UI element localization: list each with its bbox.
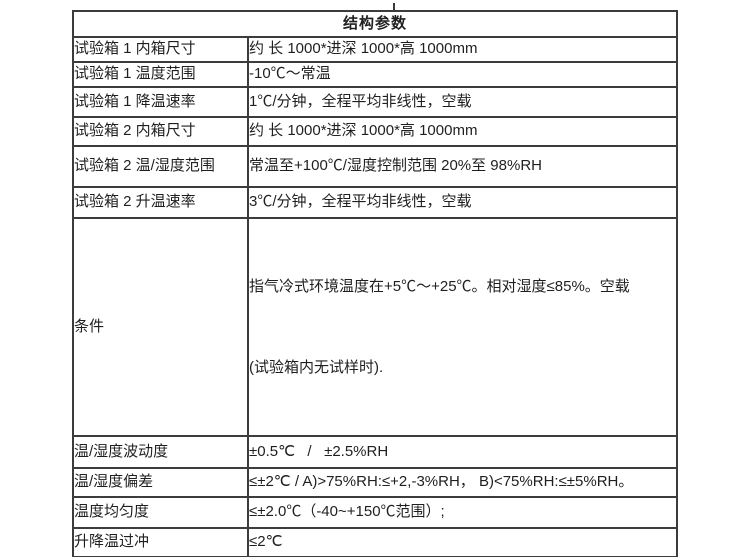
stray-mark xyxy=(393,3,395,12)
spec-label: 试验箱 2 温/湿度范围 xyxy=(72,145,249,188)
spec-label: 试验箱 1 温度范围 xyxy=(72,61,249,88)
spec-label: 试验箱 1 降温速率 xyxy=(72,86,249,118)
spec-value-line1: 指气冷式环境温度在+5℃～+25℃。相对湿度≤85%。空载 xyxy=(249,278,630,295)
spec-value: 1℃/分钟，全程平均非线性，空载 xyxy=(246,86,679,118)
spec-label: 条件 xyxy=(72,217,249,437)
spec-value: ≤2℃ xyxy=(246,527,679,557)
spec-label: 试验箱 2 内箱尺寸 xyxy=(72,116,249,147)
table-row: 试验箱 2 升温速率 3℃/分钟，全程平均非线性，空载 xyxy=(72,186,679,219)
table-row: 升降温过冲 ≤2℃ xyxy=(72,527,679,557)
spec-label: 试验箱 1 内箱尺寸 xyxy=(72,36,249,63)
spec-value: 约 长 1000*进深 1000*高 1000mm xyxy=(246,116,679,147)
spec-label: 试验箱 2 升温速率 xyxy=(72,186,249,219)
table-row: 试验箱 1 温度范围 -10℃～常温 xyxy=(72,61,679,88)
spec-value: 常温至+100℃/湿度控制范围 20%至 98%RH xyxy=(246,145,679,188)
spec-value: -10℃～常温 xyxy=(246,61,679,88)
table-row: 条件 指气冷式环境温度在+5℃～+25℃。相对湿度≤85%。空载 (试验箱内无试… xyxy=(72,217,679,437)
table-row: 试验箱 1 降温速率 1℃/分钟，全程平均非线性，空载 xyxy=(72,86,679,118)
spec-value: ±0.5℃ / ±2.5%RH xyxy=(246,435,679,469)
table-row: 温/湿度偏差 ≤±2℃ / A)>75%RH:≤+2,-3%RH， B)<75%… xyxy=(72,467,679,498)
spec-label: 温度均匀度 xyxy=(72,496,249,529)
table-row: 温/湿度波动度 ±0.5℃ / ±2.5%RH xyxy=(72,435,679,469)
spec-value-line2: (试验箱内无试样时). xyxy=(249,359,384,376)
table-title: 结构参数 xyxy=(71,10,679,38)
table-row: 试验箱 2 温/湿度范围 常温至+100℃/湿度控制范围 20%至 98%RH xyxy=(72,145,679,188)
spec-value: 约 长 1000*进深 1000*高 1000mm xyxy=(246,36,679,63)
table-header-row: 结构参数 xyxy=(71,10,679,38)
spec-label: 温/湿度波动度 xyxy=(72,435,249,469)
spec-value: 指气冷式环境温度在+5℃～+25℃。相对湿度≤85%。空载 (试验箱内无试样时)… xyxy=(246,217,679,437)
spec-value: ≤±2℃ / A)>75%RH:≤+2,-3%RH， B)<75%RH:≤±5%… xyxy=(246,467,679,498)
spec-label: 温/湿度偏差 xyxy=(72,467,249,498)
table-row: 试验箱 2 内箱尺寸 约 长 1000*进深 1000*高 1000mm xyxy=(72,116,679,147)
table-row: 温度均匀度 ≤±2.0℃（-40~+150℃范围）; xyxy=(72,496,679,529)
spec-label: 升降温过冲 xyxy=(72,527,249,557)
spec-value: 3℃/分钟，全程平均非线性，空载 xyxy=(246,186,679,219)
table-row: 试验箱 1 内箱尺寸 约 长 1000*进深 1000*高 1000mm xyxy=(72,36,679,63)
spec-table: 结构参数 试验箱 1 内箱尺寸 约 长 1000*进深 1000*高 1000m… xyxy=(71,10,679,557)
spec-value: ≤±2.0℃（-40~+150℃范围）; xyxy=(246,496,679,529)
